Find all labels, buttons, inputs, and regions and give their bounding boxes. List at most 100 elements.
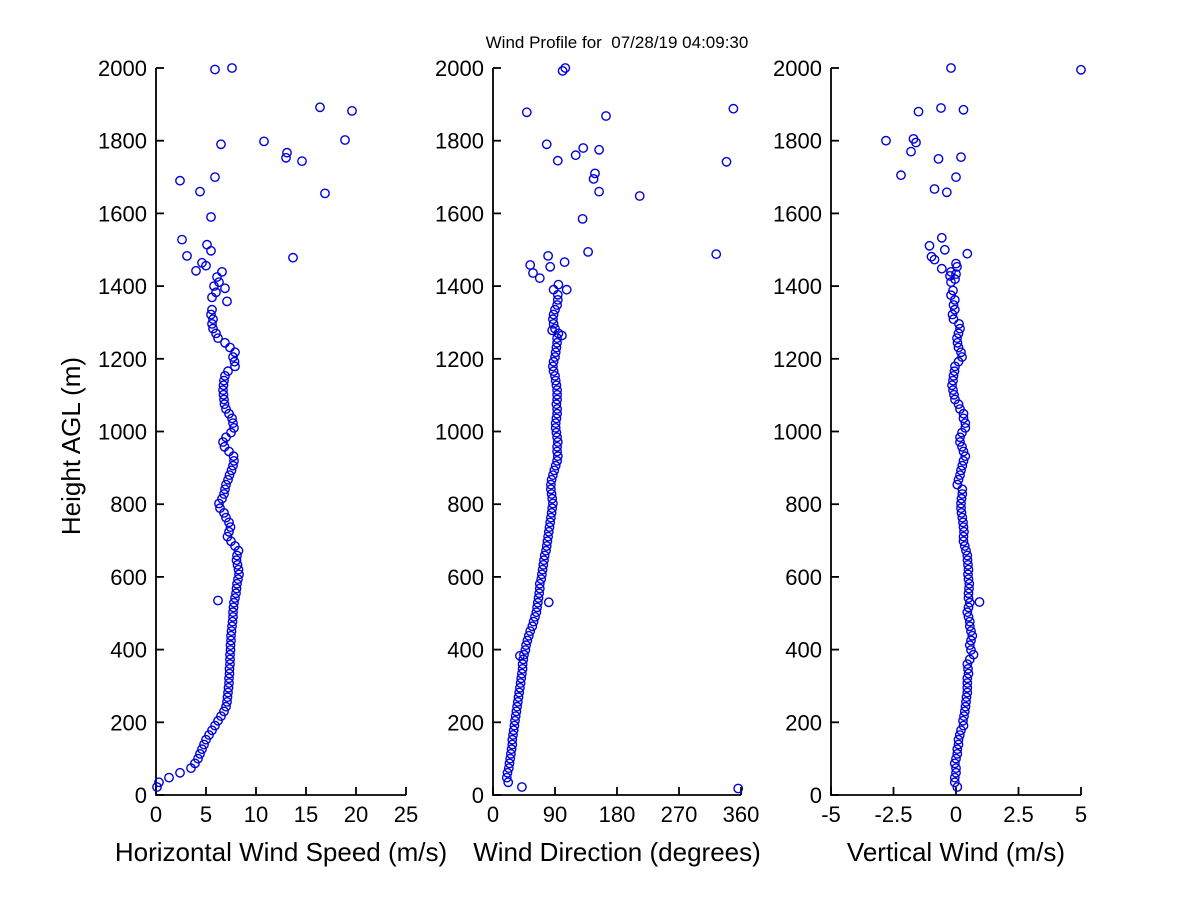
data-point-marker <box>711 249 722 260</box>
data-point-marker <box>959 541 970 551</box>
data-point-marker <box>966 635 976 646</box>
data-point-marker <box>233 564 244 575</box>
data-point-marker <box>216 139 226 150</box>
data-point-marker <box>960 422 971 433</box>
x-tick-label: 360 <box>723 802 760 827</box>
data-point-marker <box>226 635 236 646</box>
data-point-marker <box>538 560 549 570</box>
data-point-marker <box>532 602 542 613</box>
y-tick-label: 600 <box>110 565 147 590</box>
data-point-marker <box>557 66 568 76</box>
data-point-marker <box>224 470 235 480</box>
y-tick-label: 200 <box>447 710 484 735</box>
data-point-marker <box>543 526 554 537</box>
y-tick-label: 0 <box>810 783 822 808</box>
x-tick-label: 0 <box>150 802 162 827</box>
data-point-marker <box>962 687 973 698</box>
data-point-marker <box>960 451 971 462</box>
data-point-marker <box>175 175 185 186</box>
data-point-marker <box>297 156 307 167</box>
horizontal-wind-speed-panel: 0 200 400 600 800 1000 1200 1400 1600 1800 2000 0 5 1… <box>98 56 418 827</box>
data-point-marker <box>528 616 539 627</box>
data-point-marker <box>964 578 975 589</box>
y-tick-label: 1000 <box>435 420 484 445</box>
data-point-marker <box>953 734 964 745</box>
data-point-marker <box>164 772 174 783</box>
data-point-marker <box>955 470 965 480</box>
data-point-marker <box>956 493 967 504</box>
data-point-marker <box>508 730 518 740</box>
data-point-marker <box>220 484 230 495</box>
data-point-marker <box>211 287 221 298</box>
x-tick-label: 5 <box>200 802 212 827</box>
data-point-marker <box>215 503 225 514</box>
y-tick-label: 1000 <box>98 420 147 445</box>
data-point-marker <box>552 404 562 414</box>
data-point-marker <box>224 664 235 674</box>
y-tick-label: 1400 <box>98 274 147 299</box>
data-point-marker <box>548 356 559 367</box>
axis-lines <box>492 68 741 796</box>
data-point-marker <box>544 522 555 532</box>
data-point-marker <box>550 375 561 386</box>
data-point-marker <box>966 626 976 636</box>
data-point-marker <box>963 560 973 570</box>
data-point-marker <box>551 380 562 391</box>
y-tick-label: 1600 <box>435 201 484 226</box>
data-point-marker <box>936 103 946 113</box>
data-point-marker <box>601 111 611 121</box>
data-point-marker <box>545 517 556 528</box>
data-point-marker <box>175 767 185 778</box>
data-point-marker <box>539 555 549 566</box>
data-point-marker <box>225 659 235 669</box>
data-point-marker <box>288 252 298 263</box>
data-point-marker <box>956 498 966 509</box>
data-point-marker <box>504 758 515 769</box>
data-point-marker <box>896 170 906 181</box>
data-point-marker <box>521 107 532 118</box>
data-point-marker <box>541 541 552 551</box>
data-point-marker <box>227 63 237 73</box>
data-point-marker <box>536 574 547 584</box>
data-point-marker <box>227 621 237 632</box>
data-point-marker <box>219 394 229 405</box>
data-point-marker <box>948 370 959 381</box>
data-point-marker <box>225 522 236 532</box>
data-point-marker <box>552 294 563 305</box>
y-tick-label: 2000 <box>773 56 822 81</box>
data-point-marker <box>1076 64 1086 75</box>
data-point-marker <box>881 135 891 146</box>
data-point-marker <box>519 649 529 660</box>
data-point-marker <box>962 682 973 693</box>
data-point-marker <box>177 234 187 245</box>
data-point-marker <box>259 136 269 147</box>
data-point-marker <box>966 645 976 655</box>
data-point-marker <box>514 687 525 698</box>
data-point-marker <box>190 758 200 769</box>
data-point-marker <box>231 555 242 566</box>
data-point-marker <box>548 498 558 509</box>
figure-title: Wind Profile for 07/28/19 04:09:30 <box>485 33 749 52</box>
data-point-marker <box>218 385 228 395</box>
y-tick-label: 800 <box>785 492 822 517</box>
data-point-marker <box>281 152 291 163</box>
data-point-marker <box>208 323 218 334</box>
data-point-marker <box>962 673 973 684</box>
x-tick-label: 25 <box>394 802 418 827</box>
y-tick-label: 2000 <box>435 56 484 81</box>
data-point-marker <box>964 640 975 651</box>
data-point-marker <box>550 352 560 362</box>
y-tick-label: 800 <box>447 492 484 517</box>
data-point-marker <box>222 697 232 707</box>
data-point-marker <box>229 597 239 608</box>
data-point-marker <box>560 63 571 73</box>
data-point-marker <box>550 460 561 471</box>
data-point-marker <box>960 701 971 712</box>
data-point-marker <box>951 753 961 764</box>
data-point-marker <box>223 366 233 377</box>
y-axis-label: Height AGL (m) <box>56 356 86 536</box>
data-point-marker <box>503 777 514 788</box>
data-point-marker <box>213 595 223 606</box>
data-point-marker <box>961 697 971 707</box>
